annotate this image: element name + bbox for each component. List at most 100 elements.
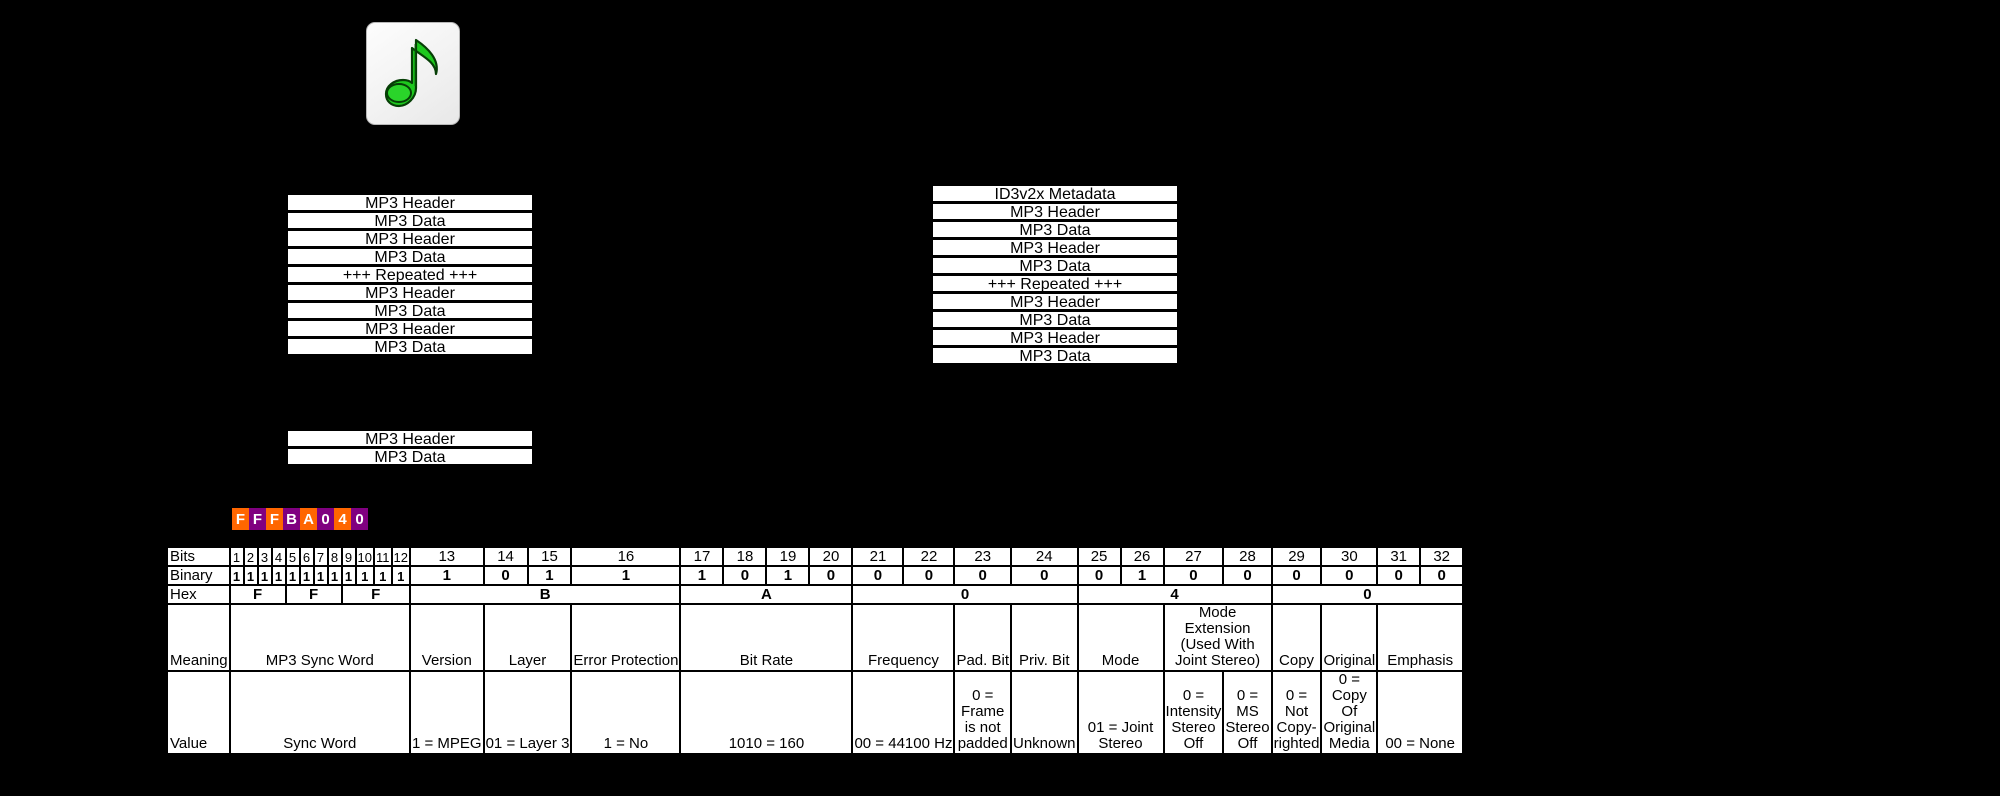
- binary-bit: 1: [286, 567, 299, 584]
- value-cell: 00 = 44100 Hz: [853, 672, 954, 753]
- meaning-cell: Mode: [1078, 605, 1163, 670]
- meaning-cell: Pad. Bit: [955, 605, 1010, 670]
- bit-number: 24: [1011, 548, 1077, 565]
- diagram-row: MP3 Header: [932, 203, 1178, 220]
- binary-bit: 0: [484, 567, 527, 584]
- binary-bit: 1: [528, 567, 571, 584]
- meaning-cell: Layer: [484, 605, 571, 670]
- bit-number: 13: [410, 548, 483, 565]
- bit-number: 12: [392, 548, 409, 565]
- diagram-row: MP3 Header: [287, 430, 533, 447]
- diagram-row: MP3 Data: [287, 338, 533, 355]
- hex-badge: B: [283, 508, 300, 530]
- diagram-row: MP3 Header: [287, 230, 533, 247]
- binary-bit: 1: [244, 567, 257, 584]
- binary-bit: 0: [1011, 567, 1077, 584]
- hex-digit: 4: [1078, 586, 1271, 603]
- binary-bit: 1: [342, 567, 355, 584]
- binary-bit: 1: [258, 567, 271, 584]
- bit-number: 17: [681, 548, 723, 565]
- binary-bit: 0: [1224, 567, 1271, 584]
- binary-bit: 1: [230, 567, 243, 584]
- hex-digit: B: [410, 586, 680, 603]
- value-cell: 1 = No: [572, 672, 680, 753]
- value-cell: 01 = Joint Stereo: [1078, 672, 1163, 753]
- row-label-meaning: Meaning: [168, 605, 229, 670]
- binary-bit: 1: [410, 567, 483, 584]
- table-row-meaning: Meaning MP3 Sync Word Version Layer Error Pr…: [168, 605, 1463, 670]
- bit-number: 4: [272, 548, 285, 565]
- hex-digit: 0: [853, 586, 1077, 603]
- bit-number: 7: [314, 548, 327, 565]
- binary-bit: 1: [767, 567, 809, 584]
- value-cell: 0 = Intensity Stereo Off: [1164, 672, 1223, 753]
- binary-bit: 1: [300, 567, 313, 584]
- diagram-row: MP3 Data: [287, 212, 533, 229]
- bit-number: 23: [955, 548, 1010, 565]
- bit-number: 11: [375, 548, 391, 565]
- diagram-row: MP3 Header: [932, 239, 1178, 256]
- binary-bit: 0: [1421, 567, 1463, 584]
- diagram-row: MP3 Data: [932, 311, 1178, 328]
- meaning-cell: Version: [410, 605, 483, 670]
- value-cell: 0 = Not Copy-righted: [1272, 672, 1321, 753]
- diagram-row: ID3v2x Metadata: [932, 185, 1178, 202]
- diagram-row: MP3 Data: [932, 347, 1178, 364]
- value-cell: 01 = Layer 3: [484, 672, 571, 753]
- diagram-row: MP3 Header: [287, 284, 533, 301]
- bit-number: 15: [528, 548, 571, 565]
- table-row-bits: Bits 1 2 3 4 5 6 7 8 9 10 11 12 13 14 15 16 17 18 19 20 21 22 2…: [168, 548, 1463, 565]
- bit-number: 19: [767, 548, 809, 565]
- bit-number: 21: [853, 548, 903, 565]
- bit-number: 14: [484, 548, 527, 565]
- binary-bit: 1: [392, 567, 409, 584]
- music-note-icon: [384, 38, 438, 107]
- diagram-row: +++ Repeated +++: [932, 275, 1178, 292]
- value-cell: 0 = Copy Of Original Media: [1322, 672, 1377, 753]
- mp3-file-icon: [366, 22, 460, 125]
- diagram-row: MP3 Data: [932, 257, 1178, 274]
- binary-bit: 0: [955, 567, 1010, 584]
- hex-badge: A: [300, 508, 317, 530]
- bit-number: 5: [286, 548, 299, 565]
- diagram-row: MP3 Data: [932, 221, 1178, 238]
- table-row-hex: Hex F F F B A 0 4 0: [168, 586, 1463, 603]
- bit-number: 30: [1322, 548, 1377, 565]
- bit-number: 16: [572, 548, 680, 565]
- meaning-cell: Emphasis: [1378, 605, 1463, 670]
- row-label-binary: Binary: [168, 567, 229, 584]
- bit-number: 25: [1078, 548, 1120, 565]
- meaning-cell: Mode Extension (Used With Joint Stereo): [1164, 605, 1271, 670]
- bit-number: 32: [1421, 548, 1463, 565]
- diagram-row: MP3 Data: [287, 302, 533, 319]
- bit-number: 1: [230, 548, 243, 565]
- value-cell: 1010 = 160: [681, 672, 852, 753]
- diagram-row: MP3 Header: [932, 293, 1178, 310]
- binary-bit: 0: [1272, 567, 1321, 584]
- binary-bit: 0: [1322, 567, 1377, 584]
- row-label-hex: Hex: [168, 586, 229, 603]
- diagram-row: +++ Repeated +++: [287, 266, 533, 283]
- binary-bit: 1: [272, 567, 285, 584]
- row-label-bits: Bits: [168, 548, 229, 565]
- hex-badge: F: [232, 508, 249, 530]
- binary-bit: 1: [681, 567, 723, 584]
- binary-bit: 0: [1078, 567, 1120, 584]
- bit-number: 9: [342, 548, 355, 565]
- hex-badge: 4: [334, 508, 351, 530]
- binary-bit: 1: [314, 567, 327, 584]
- binary-bit: 0: [724, 567, 766, 584]
- mp3-structure-diagram-id3: ID3v2x Metadata MP3 Header MP3 Data MP3 Hea…: [932, 185, 1178, 365]
- hex-digit: 0: [1272, 586, 1463, 603]
- mp3-frame-pair-diagram: MP3 Header MP3 Data: [287, 430, 533, 466]
- meaning-cell: Copy: [1272, 605, 1321, 670]
- hex-digit: F: [230, 586, 285, 603]
- value-cell: Sync Word: [230, 672, 409, 753]
- meaning-cell: Priv. Bit: [1011, 605, 1077, 670]
- bit-number: 10: [356, 548, 374, 565]
- row-label-value: Value: [168, 672, 229, 753]
- bit-number: 31: [1378, 548, 1420, 565]
- value-cell: 00 = None: [1378, 672, 1463, 753]
